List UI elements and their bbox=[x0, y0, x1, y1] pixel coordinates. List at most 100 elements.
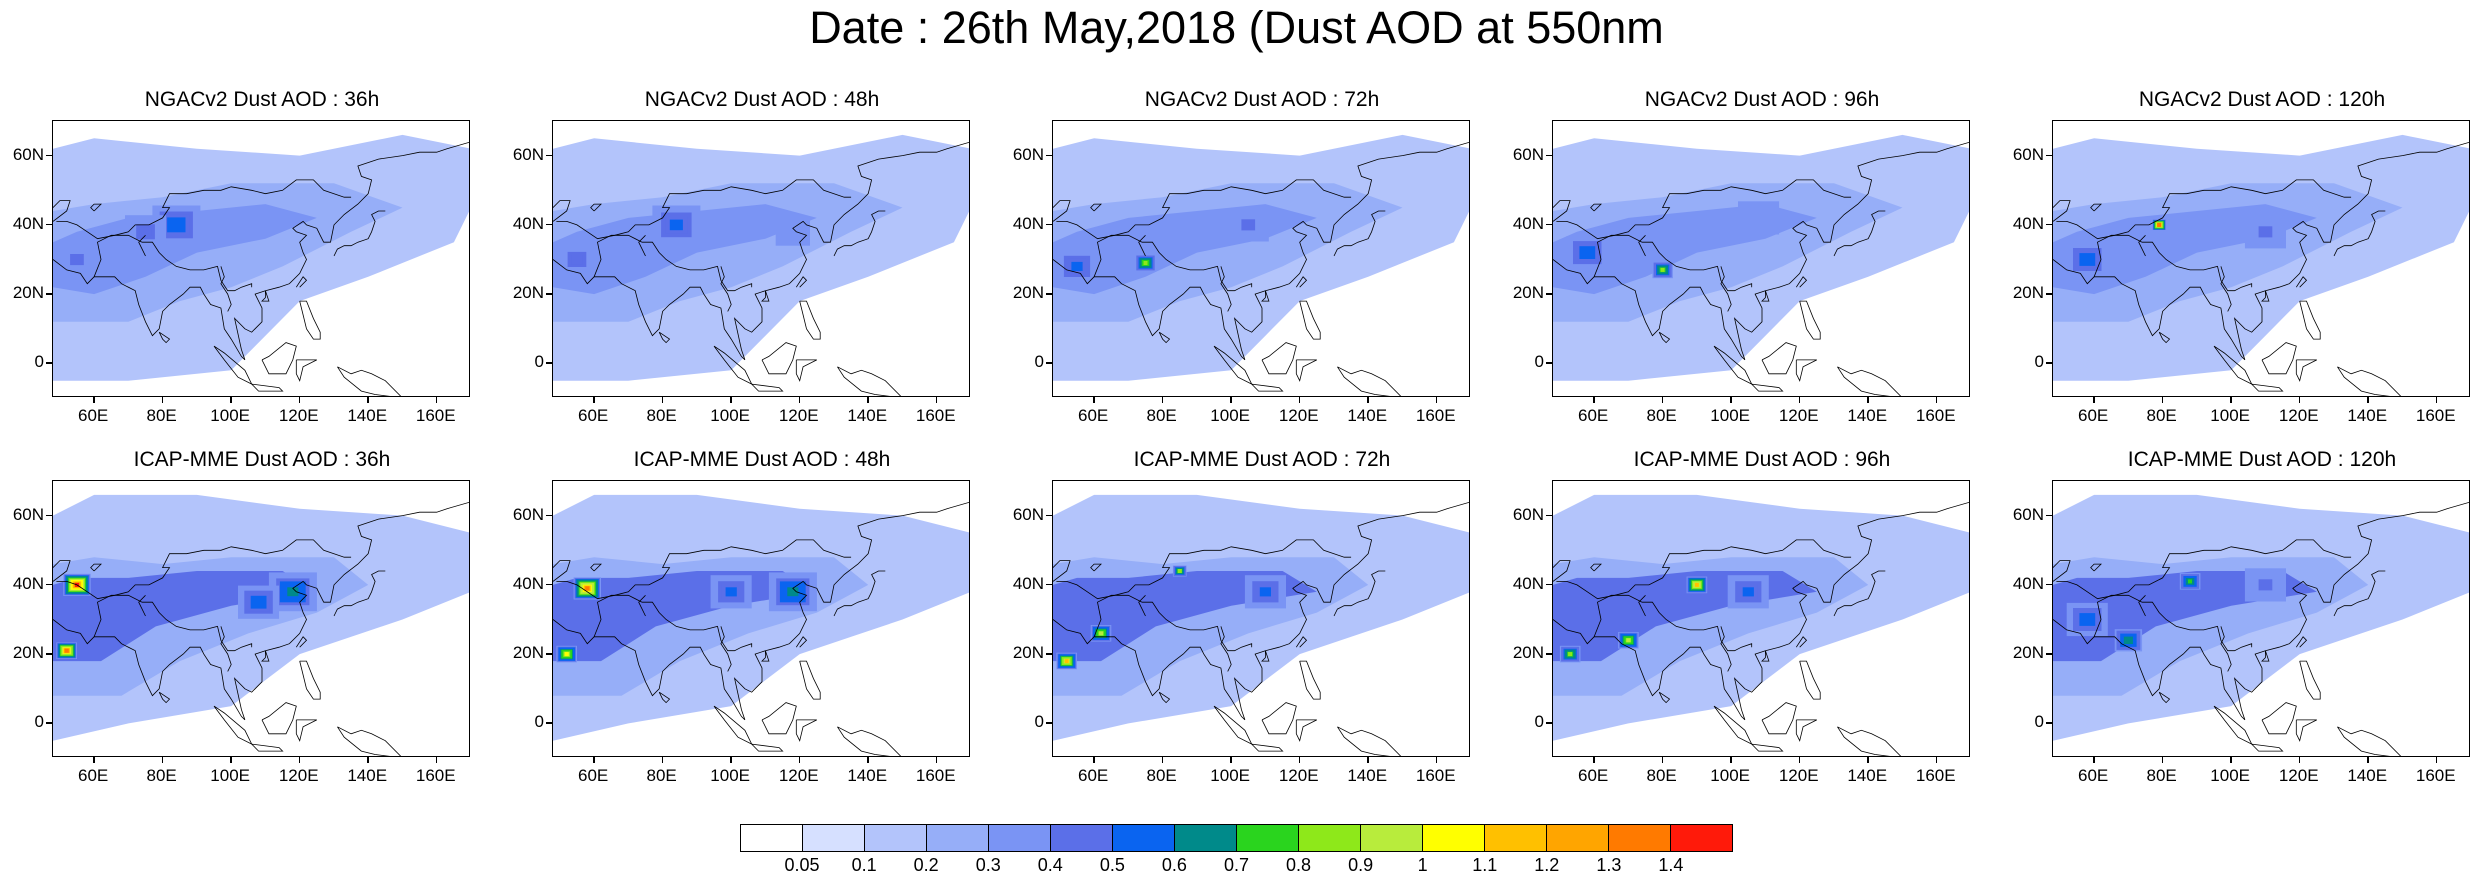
coastline bbox=[556, 179, 852, 240]
coastline bbox=[1261, 342, 1297, 375]
x-tick-label: 140E bbox=[847, 766, 888, 785]
x-tick-label: 100E bbox=[1210, 406, 1250, 425]
y-tick-label: 0 bbox=[534, 712, 544, 732]
coastline bbox=[1251, 383, 1284, 392]
aod-hotspot bbox=[1626, 638, 1631, 643]
aod-hotspot bbox=[2157, 222, 2162, 227]
coastline bbox=[1837, 366, 1902, 396]
coastline bbox=[1553, 200, 1571, 222]
y-tick-label: 0 bbox=[1034, 712, 1044, 732]
y-tick-label: 60N bbox=[1512, 144, 1544, 164]
panel-title: NGACv2 Dust AOD : 120h bbox=[2138, 88, 2386, 111]
coastline bbox=[761, 342, 797, 375]
y-tick-label: 20N bbox=[12, 643, 44, 663]
y-tick-label: 60N bbox=[512, 504, 544, 524]
aod-hotspot bbox=[170, 220, 182, 230]
y-tick-mark bbox=[1546, 653, 1552, 655]
coastline bbox=[2220, 626, 2232, 672]
coastline bbox=[2333, 210, 2386, 257]
coastline bbox=[2337, 726, 2402, 756]
coastline bbox=[1720, 266, 1732, 312]
x-tick-label: 80E bbox=[2146, 406, 2177, 425]
x-tick-mark bbox=[161, 757, 164, 763]
coastline bbox=[1799, 300, 1821, 340]
x-tick-mark bbox=[1093, 757, 1095, 763]
y-tick-mark bbox=[1546, 722, 1552, 724]
x-tick-label: 80E bbox=[146, 766, 177, 785]
y-tick-mark bbox=[2046, 583, 2052, 586]
coastline bbox=[1251, 743, 1284, 752]
colorbar-swatch bbox=[1175, 825, 1237, 851]
coastline bbox=[553, 200, 571, 222]
coastline bbox=[2053, 141, 2469, 361]
coastline bbox=[2053, 501, 2469, 721]
y-tick-mark bbox=[546, 223, 552, 226]
coastline bbox=[638, 595, 646, 617]
coastline bbox=[2090, 203, 2102, 212]
coastline bbox=[2138, 595, 2146, 617]
x-tick-label: 140E bbox=[347, 406, 388, 425]
coastline bbox=[2261, 650, 2270, 662]
coastline bbox=[795, 636, 808, 648]
coastline bbox=[220, 266, 232, 312]
coastline bbox=[93, 594, 253, 652]
x-tick-label: 60E bbox=[77, 766, 109, 785]
y-tick-label: 20N bbox=[1512, 283, 1544, 303]
colorbar-label: 0.05 bbox=[784, 855, 820, 875]
coastline bbox=[553, 501, 969, 721]
y-tick-label: 0 bbox=[1034, 352, 1044, 372]
y-tick-mark bbox=[1046, 653, 1052, 655]
x-tick-label: 160E bbox=[415, 406, 456, 425]
panel-title: NGACv2 Dust AOD : 72h bbox=[1144, 88, 1380, 111]
x-tick-mark bbox=[2161, 757, 2164, 763]
coastline bbox=[2090, 563, 2102, 572]
x-tick-mark bbox=[1435, 757, 1438, 763]
x-tick-mark bbox=[935, 397, 938, 403]
aod-hotspot bbox=[2258, 579, 2273, 591]
x-tick-mark bbox=[2161, 397, 2164, 403]
coastline bbox=[2093, 594, 2253, 652]
y-tick-mark bbox=[46, 722, 52, 724]
coastline bbox=[2299, 660, 2321, 700]
x-tick-mark bbox=[2230, 397, 2232, 403]
coastline bbox=[295, 719, 317, 742]
coastline bbox=[720, 266, 732, 312]
y-tick-label: 40N bbox=[12, 573, 44, 593]
coastline bbox=[761, 702, 797, 735]
colorbar-label: 1.3 bbox=[1596, 855, 1622, 875]
x-tick-mark bbox=[1730, 397, 1732, 403]
x-tick-label: 120E bbox=[2278, 766, 2319, 785]
coastline bbox=[337, 366, 402, 396]
coastline bbox=[220, 626, 232, 672]
dust-aod-map bbox=[2053, 134, 2469, 396]
coastline bbox=[2295, 636, 2308, 648]
x-tick-label: 60E bbox=[1077, 766, 1109, 785]
coastline bbox=[553, 560, 571, 582]
aod-hotspot bbox=[1071, 261, 1083, 271]
x-tick-mark bbox=[1230, 757, 1232, 763]
y-tick-mark bbox=[546, 722, 552, 724]
y-tick-label: 60N bbox=[512, 144, 544, 164]
colorbar-swatch bbox=[741, 825, 803, 851]
y-tick-label: 0 bbox=[34, 712, 44, 732]
x-tick-label: 160E bbox=[1415, 406, 1456, 425]
coastline bbox=[299, 300, 321, 340]
x-tick-mark bbox=[867, 397, 869, 403]
y-tick-label: 40N bbox=[1012, 573, 1044, 593]
x-tick-label: 100E bbox=[1710, 406, 1750, 425]
x-tick-mark bbox=[1367, 757, 1369, 763]
x-tick-mark bbox=[1935, 757, 1938, 763]
y-tick-mark bbox=[1546, 154, 1552, 157]
coastline bbox=[799, 660, 821, 700]
x-tick-mark bbox=[1867, 397, 1869, 403]
figure-title: Date : 26th May,2018 (Dust AOD at 550nm bbox=[809, 2, 1664, 53]
x-tick-mark bbox=[1230, 397, 1232, 403]
x-tick-label: 80E bbox=[1146, 406, 1177, 425]
coastline bbox=[1553, 141, 1969, 361]
coastline bbox=[53, 560, 71, 582]
colorbar-swatch bbox=[1671, 825, 1732, 851]
y-tick-mark bbox=[1046, 154, 1052, 157]
coastline bbox=[1053, 501, 1469, 721]
y-tick-label: 40N bbox=[512, 573, 544, 593]
x-tick-label: 160E bbox=[2415, 766, 2456, 785]
